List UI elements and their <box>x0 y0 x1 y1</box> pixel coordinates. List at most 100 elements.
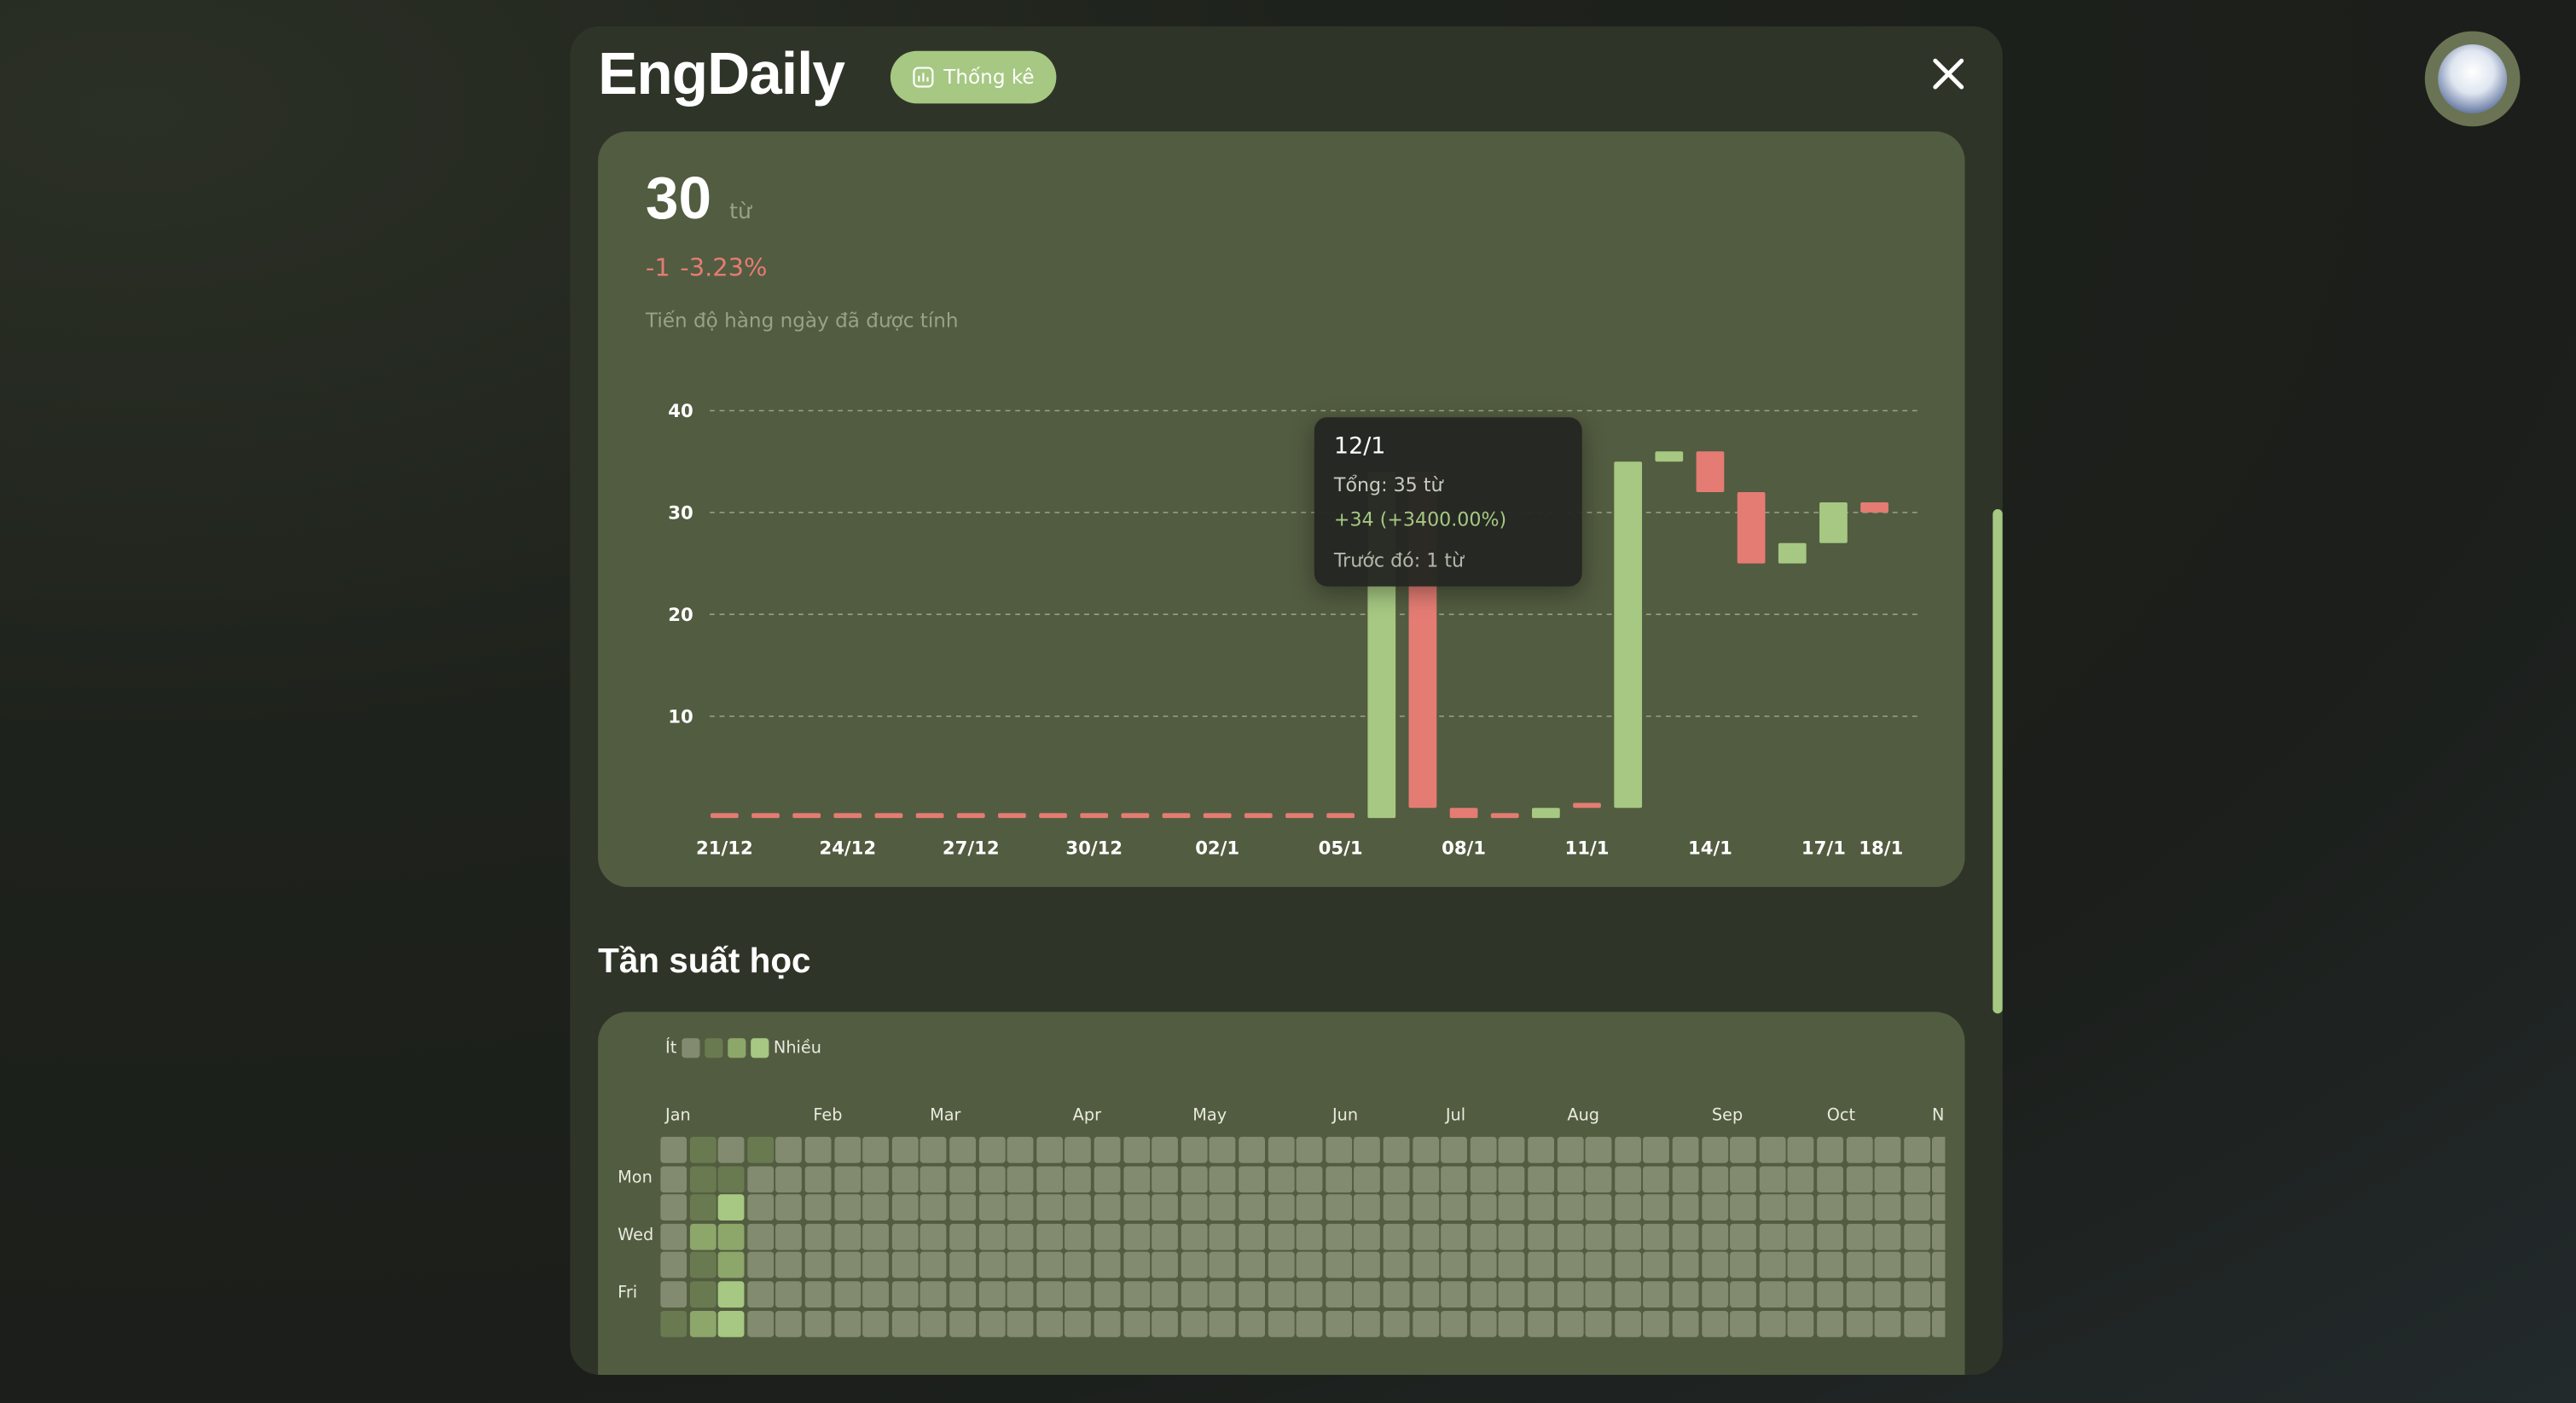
heatmap-cell[interactable] <box>746 1194 774 1221</box>
heatmap-cell[interactable] <box>1325 1252 1352 1279</box>
heatmap-cell[interactable] <box>891 1310 919 1336</box>
heatmap-cell[interactable] <box>1672 1194 1699 1221</box>
heatmap-cell[interactable] <box>1643 1136 1670 1163</box>
heatmap-cell[interactable] <box>949 1223 977 1250</box>
heatmap-cell[interactable] <box>1817 1252 1843 1279</box>
heatmap-cell[interactable] <box>1672 1252 1699 1279</box>
heatmap-cell[interactable] <box>1557 1136 1583 1163</box>
heatmap-cell[interactable] <box>1817 1281 1843 1308</box>
heatmap-cell[interactable] <box>804 1252 832 1279</box>
heatmap-cell[interactable] <box>1672 1223 1699 1250</box>
heatmap-cell[interactable] <box>1528 1165 1554 1192</box>
heatmap-cell[interactable] <box>1239 1310 1266 1336</box>
heatmap-cell[interactable] <box>1383 1310 1410 1336</box>
heatmap-cell[interactable] <box>978 1310 1005 1336</box>
heatmap-cell[interactable] <box>1730 1223 1757 1250</box>
heatmap-cell[interactable] <box>1065 1136 1092 1163</box>
heatmap-cell[interactable] <box>1932 1136 1946 1163</box>
heatmap-cell[interactable] <box>1932 1252 1946 1279</box>
heatmap-cell[interactable] <box>1181 1310 1208 1336</box>
heatmap-cell[interactable] <box>1788 1252 1815 1279</box>
heatmap-cell[interactable] <box>660 1194 688 1221</box>
heatmap-cell[interactable] <box>862 1281 890 1308</box>
heatmap-cell[interactable] <box>862 1310 890 1336</box>
heatmap-cell[interactable] <box>1932 1194 1946 1221</box>
heatmap-cell[interactable] <box>1210 1310 1237 1336</box>
heatmap-cell[interactable] <box>1614 1223 1641 1250</box>
heatmap-cell[interactable] <box>1730 1310 1757 1336</box>
heatmap-cell[interactable] <box>891 1252 919 1279</box>
heatmap-cell[interactable] <box>718 1136 745 1163</box>
heatmap-cell[interactable] <box>1903 1194 1930 1221</box>
heatmap-cell[interactable] <box>949 1194 977 1221</box>
heatmap-cell[interactable] <box>920 1165 948 1192</box>
heatmap-cell[interactable] <box>1007 1281 1034 1308</box>
heatmap-cell[interactable] <box>1932 1310 1946 1336</box>
heatmap-cell[interactable] <box>1817 1310 1843 1336</box>
heatmap-cell[interactable] <box>1441 1223 1468 1250</box>
heatmap-cell[interactable] <box>804 1165 832 1192</box>
stats-button[interactable]: Thống kê <box>890 50 1057 104</box>
heatmap-cell[interactable] <box>1412 1136 1439 1163</box>
heatmap-cell[interactable] <box>718 1165 745 1192</box>
heatmap-cell[interactable] <box>660 1223 688 1250</box>
heatmap-cell[interactable] <box>1932 1165 1946 1192</box>
heatmap-cell[interactable] <box>1325 1194 1352 1221</box>
heatmap-cell[interactable] <box>1903 1165 1930 1192</box>
heatmap-cell[interactable] <box>1730 1252 1757 1279</box>
heatmap-cell[interactable] <box>1470 1281 1497 1308</box>
heatmap-cell[interactable] <box>1268 1223 1294 1250</box>
avatar[interactable] <box>2424 31 2521 127</box>
heatmap-cell[interactable] <box>1354 1281 1381 1308</box>
heatmap-cell[interactable] <box>1614 1165 1641 1192</box>
heatmap-cell[interactable] <box>1007 1165 1034 1192</box>
heatmap-cell[interactable] <box>1817 1194 1843 1221</box>
heatmap-cell[interactable] <box>1817 1136 1843 1163</box>
heatmap-cell[interactable] <box>1412 1252 1439 1279</box>
heatmap-cell[interactable] <box>1846 1223 1872 1250</box>
heatmap-cell[interactable] <box>746 1281 774 1308</box>
heatmap-cell[interactable] <box>1730 1281 1757 1308</box>
heatmap-cell[interactable] <box>1499 1194 1526 1221</box>
heatmap-cell[interactable] <box>1383 1136 1410 1163</box>
heatmap-cell[interactable] <box>1239 1252 1266 1279</box>
heatmap-cell[interactable] <box>1903 1223 1930 1250</box>
waterfall-chart[interactable]: 10 20 30 40 21/12 24/12 27/12 30/12 02/1 05/1 08/1… <box>598 131 1964 887</box>
heatmap-cell[interactable] <box>1557 1223 1583 1250</box>
heatmap-cell[interactable] <box>1181 1223 1208 1250</box>
heatmap-cell[interactable] <box>1268 1252 1294 1279</box>
heatmap-cell[interactable] <box>1094 1281 1121 1308</box>
heatmap-cell[interactable] <box>1354 1136 1381 1163</box>
heatmap-cell[interactable] <box>1412 1194 1439 1221</box>
heatmap-cell[interactable] <box>1354 1194 1381 1221</box>
heatmap-cell[interactable] <box>920 1252 948 1279</box>
heatmap-cell[interactable] <box>1788 1310 1815 1336</box>
heatmap-cell[interactable] <box>1470 1194 1497 1221</box>
heatmap-cell[interactable] <box>1441 1136 1468 1163</box>
heatmap-cell[interactable] <box>949 1281 977 1308</box>
heatmap-cell[interactable] <box>1412 1223 1439 1250</box>
heatmap-cell[interactable] <box>1296 1136 1323 1163</box>
heatmap-cell[interactable] <box>775 1281 803 1308</box>
heatmap-cell[interactable] <box>1296 1165 1323 1192</box>
heatmap-cell[interactable] <box>1239 1136 1266 1163</box>
heatmap-cell[interactable] <box>1788 1194 1815 1221</box>
heatmap-cell[interactable] <box>1701 1223 1728 1250</box>
heatmap-cell[interactable] <box>833 1194 861 1221</box>
heatmap-cell[interactable] <box>1903 1310 1930 1336</box>
heatmap-cell[interactable] <box>1557 1165 1583 1192</box>
heatmap-cell[interactable] <box>1759 1281 1786 1308</box>
heatmap-cell[interactable] <box>1094 1194 1121 1221</box>
heatmap-cell[interactable] <box>1123 1194 1150 1221</box>
heatmap-cell[interactable] <box>1470 1136 1497 1163</box>
heatmap-cell[interactable] <box>1846 1165 1872 1192</box>
heatmap-cell[interactable] <box>978 1281 1005 1308</box>
heatmap-cell[interactable] <box>833 1165 861 1192</box>
heatmap-cell[interactable] <box>1036 1252 1063 1279</box>
heatmap-cell[interactable] <box>1701 1310 1728 1336</box>
heatmap-cell[interactable] <box>1325 1165 1352 1192</box>
heatmap-cell[interactable] <box>1643 1252 1670 1279</box>
heatmap-cell[interactable] <box>1759 1223 1786 1250</box>
heatmap-cell[interactable] <box>1874 1252 1901 1279</box>
heatmap-cell[interactable] <box>689 1194 716 1221</box>
